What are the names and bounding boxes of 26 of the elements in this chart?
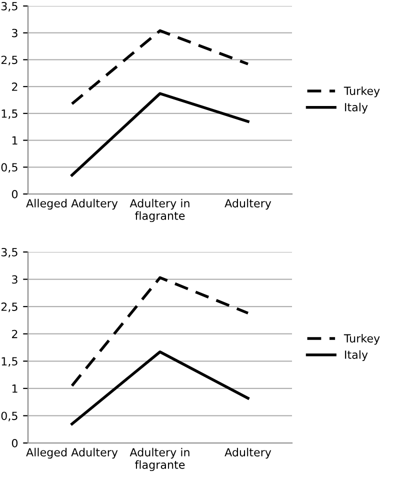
x-tick-label: Alleged Adultery (26, 198, 118, 210)
y-tick-label: 3 (12, 28, 18, 38)
y-tick-label: 1 (12, 136, 18, 145)
y-tick-label: 1,5 (2, 357, 18, 367)
x-tick-label: Alleged Adultery (26, 448, 118, 459)
y-tick-label: 2,5 (1, 302, 18, 312)
y-tick-label: 2,5 (1, 56, 18, 66)
x-tick-label: Adultery (224, 198, 272, 210)
y-tick-label: 1,5 (2, 110, 18, 119)
legend-label: Turkey (344, 86, 380, 98)
y-tick-label: 2 (12, 330, 18, 338)
x-tick-label: Adultery in flagrante (130, 198, 190, 222)
y-tick-label: 0,5 (1, 163, 18, 173)
y-tick-label: 0 (12, 190, 18, 198)
y-tick-label: 2 (12, 82, 18, 91)
legend-label: Italy (345, 350, 368, 362)
x-tick-label: Adultery in flagrante (130, 448, 190, 472)
y-tick-label: 0 (12, 438, 18, 448)
y-tick-label: 0,5 (1, 412, 18, 422)
x-tick-label: Adultery (224, 448, 272, 459)
legend-label: Turkey (344, 334, 380, 345)
legend-label: Italy (345, 102, 368, 114)
y-tick-label: 3,5 (1, 248, 18, 258)
y-tick-label: 1 (12, 384, 18, 393)
y-tick-label: 3 (12, 275, 18, 284)
y-tick-label: 3,5 (1, 2, 18, 12)
